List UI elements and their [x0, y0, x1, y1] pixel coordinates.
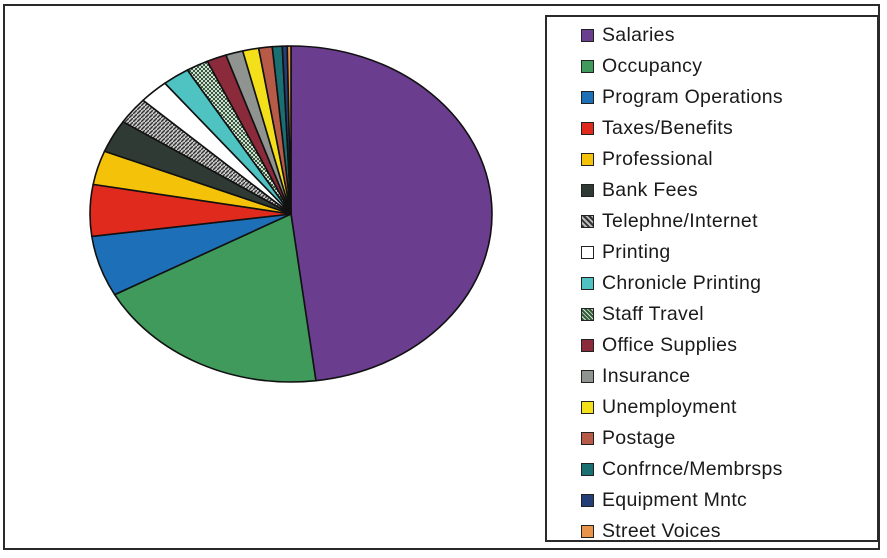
pie-chart: [89, 45, 493, 383]
legend-item: Staff Travel: [581, 299, 877, 330]
legend-swatch: [581, 463, 594, 476]
legend-item: Chronicle Printing: [581, 268, 877, 299]
legend-label: Unemployment: [602, 396, 737, 418]
legend-label: Street Voices: [602, 520, 721, 542]
legend-item: Occupancy: [581, 51, 877, 82]
legend-label: Equipment Mntc: [602, 489, 748, 511]
legend-label: Insurance: [602, 365, 691, 387]
legend-label: Program Operations: [602, 86, 783, 108]
legend: Salaries Occupancy Program Operations Taxes…: [545, 15, 879, 542]
legend-label: Professional: [602, 148, 713, 170]
legend-swatch: [581, 339, 594, 352]
legend-label: Postage: [602, 427, 676, 449]
legend-item: Equipment Mntc: [581, 485, 877, 516]
legend-item: Program Operations: [581, 82, 877, 113]
legend-label: Bank Fees: [602, 179, 698, 201]
legend-swatch: [581, 432, 594, 445]
legend-item: Confrnce/Membrsps: [581, 454, 877, 485]
legend-item: Street Voices: [581, 516, 877, 547]
chart-frame: Salaries Occupancy Program Operations Taxes…: [3, 4, 880, 550]
legend-item: Office Supplies: [581, 330, 877, 361]
legend-item: Professional: [581, 144, 877, 175]
legend-label: Taxes/Benefits: [602, 117, 734, 139]
legend-label: Chronicle Printing: [602, 272, 762, 294]
legend-swatch: [581, 60, 594, 73]
legend-swatch: [581, 122, 594, 135]
legend-swatch: [581, 308, 594, 321]
legend-item: Postage: [581, 423, 877, 454]
legend-swatch: [581, 153, 594, 166]
legend-swatch: [581, 246, 594, 259]
legend-swatch: [581, 525, 594, 538]
legend-item: Printing: [581, 237, 877, 268]
pie-slices: [89, 45, 493, 383]
legend-label: Printing: [602, 241, 671, 263]
legend-label: Occupancy: [602, 55, 703, 77]
legend-swatch: [581, 29, 594, 42]
pie-slice-occupancy: [113, 213, 317, 383]
legend-label: Office Supplies: [602, 334, 738, 356]
pie-slice-salaries: [290, 45, 493, 382]
pie-slice-street-voices: [286, 45, 292, 215]
legend-swatch: [581, 494, 594, 507]
legend-label: Salaries: [602, 24, 675, 46]
legend-item: Taxes/Benefits: [581, 113, 877, 144]
legend-swatch: [581, 184, 594, 197]
legend-item: Salaries: [581, 20, 877, 51]
legend-label: Telephne/Internet: [602, 210, 758, 232]
legend-swatch: [581, 401, 594, 414]
legend-item: Insurance: [581, 361, 877, 392]
legend-item: Telephne/Internet: [581, 206, 877, 237]
legend-swatch: [581, 215, 594, 228]
legend-item: Bank Fees: [581, 175, 877, 206]
legend-label: Staff Travel: [602, 303, 704, 325]
legend-swatch: [581, 91, 594, 104]
legend-swatch: [581, 277, 594, 290]
legend-item: Unemployment: [581, 392, 877, 423]
legend-swatch: [581, 370, 594, 383]
legend-label: Confrnce/Membrsps: [602, 458, 783, 480]
